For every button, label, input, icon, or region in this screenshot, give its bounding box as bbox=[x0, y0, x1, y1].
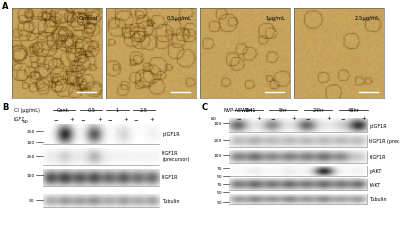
Bar bbox=[229, 135, 366, 148]
Text: kD: kD bbox=[211, 116, 216, 120]
Text: +: + bbox=[257, 116, 262, 121]
Text: Control: Control bbox=[78, 16, 98, 21]
Text: 24hr: 24hr bbox=[312, 108, 324, 112]
Text: +: + bbox=[150, 117, 154, 122]
Text: B: B bbox=[2, 102, 8, 111]
Text: 0.5μg/mL: 0.5μg/mL bbox=[166, 16, 192, 21]
Text: tIGF1R (precursor): tIGF1R (precursor) bbox=[370, 139, 400, 144]
Text: 100: 100 bbox=[214, 122, 222, 126]
Text: 2.5: 2.5 bbox=[140, 108, 148, 112]
Text: +: + bbox=[97, 117, 102, 122]
Text: +: + bbox=[123, 117, 128, 122]
Text: 2.5μg/mL: 2.5μg/mL bbox=[354, 16, 380, 21]
Text: +: + bbox=[291, 116, 296, 121]
Text: 50: 50 bbox=[216, 174, 222, 178]
Text: 1μg/mL: 1μg/mL bbox=[266, 16, 286, 21]
Text: 100: 100 bbox=[214, 153, 222, 157]
Text: 250: 250 bbox=[26, 155, 35, 159]
Text: +: + bbox=[361, 116, 366, 121]
Text: Tubulin: Tubulin bbox=[162, 198, 180, 203]
Text: −: − bbox=[53, 117, 58, 122]
Bar bbox=[229, 194, 366, 204]
Text: 250: 250 bbox=[26, 129, 35, 133]
Text: IGF1: IGF1 bbox=[14, 117, 25, 122]
Text: kD: kD bbox=[23, 119, 28, 123]
Bar bbox=[43, 124, 160, 144]
Text: 5hr: 5hr bbox=[279, 108, 287, 112]
Text: −: − bbox=[107, 117, 112, 122]
Bar bbox=[229, 151, 366, 163]
Text: tIGF1R: tIGF1R bbox=[162, 175, 179, 180]
Text: pIGF1R: pIGF1R bbox=[370, 123, 387, 128]
Text: C: C bbox=[202, 102, 208, 111]
Text: 50: 50 bbox=[216, 200, 222, 204]
Bar bbox=[229, 179, 366, 190]
Text: −: − bbox=[270, 116, 275, 121]
Text: 0.5: 0.5 bbox=[87, 108, 95, 112]
Text: 1: 1 bbox=[116, 108, 119, 112]
Text: 1hr: 1hr bbox=[244, 108, 253, 112]
Bar bbox=[229, 166, 366, 176]
Text: 100: 100 bbox=[26, 141, 35, 145]
Text: 100: 100 bbox=[26, 173, 35, 177]
Text: tIGF1R
(precursor): tIGF1R (precursor) bbox=[162, 150, 190, 161]
Text: 50: 50 bbox=[29, 198, 35, 202]
Text: pIGF1R: pIGF1R bbox=[162, 132, 180, 137]
Text: tIGF1R: tIGF1R bbox=[370, 154, 386, 159]
Bar bbox=[43, 149, 160, 165]
Text: A: A bbox=[2, 2, 8, 11]
Text: 75: 75 bbox=[216, 166, 222, 170]
Text: −: − bbox=[81, 117, 85, 122]
Text: −: − bbox=[236, 116, 241, 121]
Text: 75: 75 bbox=[216, 183, 222, 187]
Text: 50: 50 bbox=[216, 190, 222, 194]
Text: +: + bbox=[70, 117, 74, 122]
Bar bbox=[229, 119, 366, 133]
Bar bbox=[43, 169, 160, 186]
Text: 48hr: 48hr bbox=[347, 108, 359, 112]
Text: Cont.: Cont. bbox=[57, 108, 70, 112]
Text: −: − bbox=[134, 117, 138, 122]
Bar bbox=[43, 194, 160, 207]
Text: −: − bbox=[305, 116, 310, 121]
Text: Tubulin: Tubulin bbox=[370, 196, 387, 201]
Text: NVP-AEW541: NVP-AEW541 bbox=[223, 108, 256, 112]
Text: pAKT: pAKT bbox=[370, 168, 382, 173]
Text: CI (μg/mL): CI (μg/mL) bbox=[14, 108, 40, 112]
Text: tAKT: tAKT bbox=[370, 182, 381, 187]
Text: −: − bbox=[340, 116, 345, 121]
Text: +: + bbox=[326, 116, 331, 121]
Text: 250: 250 bbox=[214, 138, 222, 142]
